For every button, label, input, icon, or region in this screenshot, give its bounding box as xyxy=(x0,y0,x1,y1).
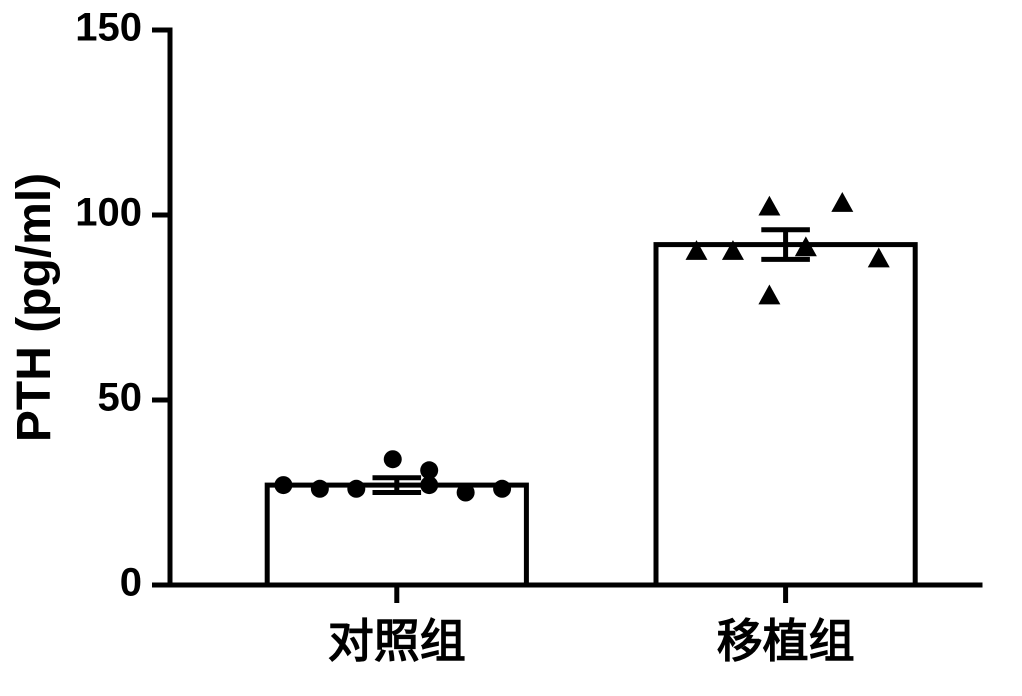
y-tick-label: 50 xyxy=(98,376,143,420)
bar xyxy=(656,245,915,585)
data-point-circle xyxy=(311,480,329,498)
x-category-label: 对照组 xyxy=(328,615,466,667)
data-point-circle xyxy=(274,476,292,494)
data-point-circle xyxy=(384,450,402,468)
bar-chart: 0 50 100 150 对照组 移植组 PTH (pg/ml) xyxy=(0,0,1022,696)
y-tick-label: 100 xyxy=(75,191,142,235)
data-point-circle xyxy=(457,484,475,502)
bar xyxy=(267,485,526,585)
y-axis-title: PTH (pg/ml) xyxy=(8,173,61,442)
chart-svg: 0 50 100 150 对照组 移植组 PTH (pg/ml) xyxy=(0,0,1022,691)
y-tick-label: 0 xyxy=(120,561,142,605)
y-tick-label: 150 xyxy=(75,6,142,50)
data-point-circle xyxy=(347,480,365,498)
x-category-label: 移植组 xyxy=(717,615,855,667)
data-point-circle xyxy=(420,461,438,479)
data-point-circle xyxy=(493,480,511,498)
